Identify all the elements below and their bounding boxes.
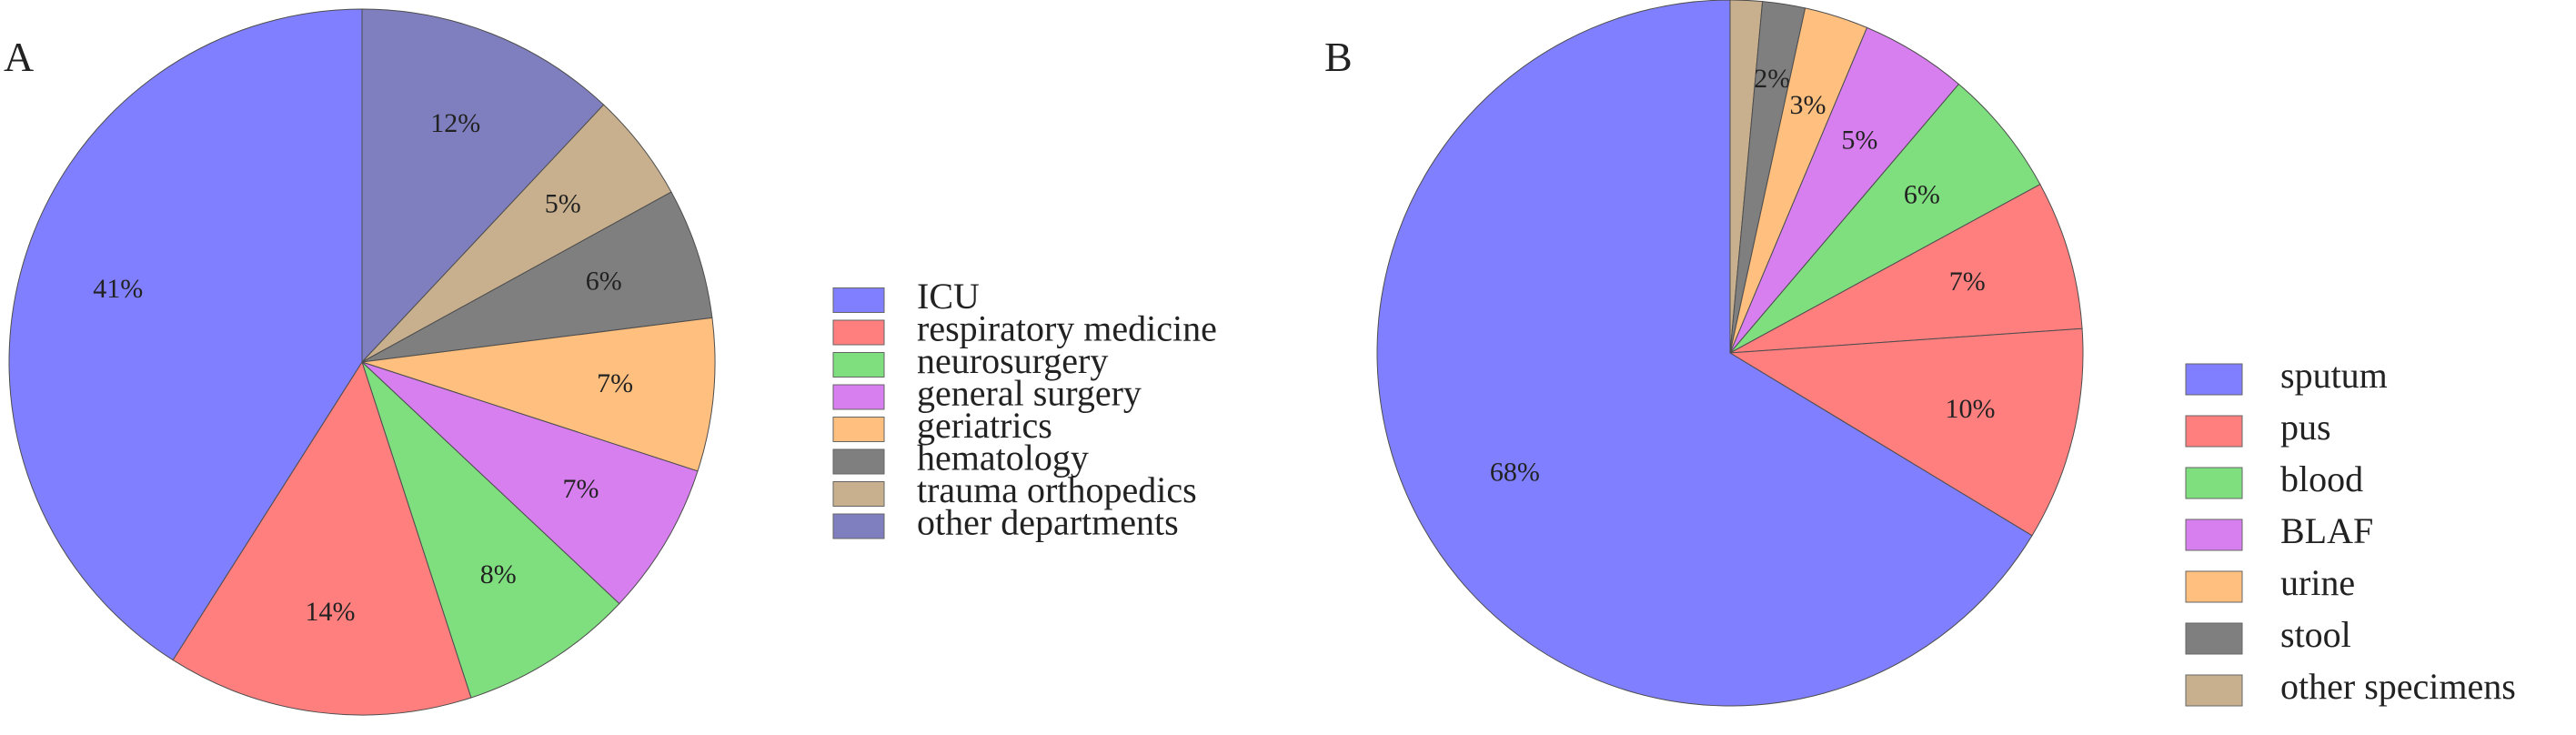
legend-label-trauma-orthopedics: trauma orthopedics bbox=[917, 469, 1197, 510]
slice-percent-label: 6% bbox=[1904, 180, 1940, 210]
legend-swatch-geriatrics bbox=[832, 417, 885, 442]
legend-swatch-other-departments bbox=[832, 513, 885, 539]
slice-percent-label: 7% bbox=[563, 474, 599, 504]
slice-percent-label: 6% bbox=[586, 267, 622, 297]
legend-label-urine: urine bbox=[2280, 562, 2355, 603]
pie-slice-sputum bbox=[1376, 0, 2033, 707]
legend-label-hematology: hematology bbox=[917, 438, 1089, 478]
slice-percent-label: 5% bbox=[545, 189, 581, 219]
slice-percent-label: 7% bbox=[1949, 267, 1986, 297]
slice-percent-label: 5% bbox=[1841, 126, 1877, 156]
legend-swatch-sputum bbox=[2185, 363, 2243, 396]
legend-label-pus: pus bbox=[2280, 407, 2331, 448]
slice-percent-label: 68% bbox=[1490, 457, 1540, 487]
pie-slice-icu bbox=[8, 8, 363, 661]
legend-swatch-trauma-orthopedics bbox=[832, 481, 885, 507]
legend-swatch-stool bbox=[2185, 622, 2243, 655]
legend-label-geriatrics: geriatrics bbox=[917, 405, 1052, 446]
slice-percent-label: 2% bbox=[1754, 64, 1790, 94]
legend-label-general-surgery: general surgery bbox=[917, 373, 1142, 414]
panel-label: B bbox=[1324, 34, 1353, 80]
slice-percent-label: 8% bbox=[480, 559, 517, 589]
pie-slice-unlabeled-6 bbox=[1728, 327, 2084, 537]
slice-percent-label: 14% bbox=[306, 597, 356, 627]
pie-slice-geriatrics bbox=[361, 317, 716, 472]
legend-label-blood: blood bbox=[2280, 458, 2363, 499]
pie-slice-blood bbox=[1729, 83, 2041, 354]
legend-swatch-respiratory-medicine bbox=[832, 319, 885, 346]
slice-percent-label: 12% bbox=[430, 108, 480, 138]
slice-percent-label: 41% bbox=[93, 274, 143, 304]
legend-label-stool: stool bbox=[2280, 614, 2351, 655]
slice-percent-label: 3% bbox=[1790, 90, 1826, 120]
legend-label-blaf: BLAF bbox=[2280, 510, 2373, 551]
slice-percent-label: 10% bbox=[1946, 394, 1996, 424]
legend-swatch-hematology bbox=[832, 448, 885, 475]
legend-swatch-icu bbox=[832, 287, 885, 313]
pie-chart-b: B 2%3% 5% 6% 7% 10% 68% sputum pus blood BLAF urine… bbox=[1324, 0, 2516, 707]
pie-slice-hematology bbox=[361, 191, 713, 363]
legend-swatch-general-surgery bbox=[832, 384, 885, 410]
pie-slice-other-departments bbox=[361, 8, 605, 364]
legend-label-other-specimens: other specimens bbox=[2280, 666, 2516, 707]
legend-swatch-neurosurgery bbox=[832, 352, 885, 378]
legend-label-respiratory-medicine: respiratory medicine bbox=[917, 308, 1217, 349]
legend-label-icu: ICU bbox=[917, 276, 980, 317]
legend-swatch-pus bbox=[2185, 415, 2243, 448]
pie-slice-neurosurgery bbox=[361, 361, 620, 699]
legend-label-neurosurgery: neurosurgery bbox=[917, 340, 1108, 381]
legend-swatch-blood bbox=[2185, 467, 2243, 499]
pie-slice-general-surgery bbox=[361, 361, 699, 605]
legend-swatch-urine bbox=[2185, 570, 2243, 603]
legend-swatch-blaf bbox=[2185, 519, 2243, 551]
legend-label-other-departments: other departments bbox=[917, 502, 1179, 543]
pie-slice-pus bbox=[1729, 183, 2083, 354]
legend-swatch-other-specimens bbox=[2185, 674, 2243, 707]
panel-label: A bbox=[4, 34, 34, 80]
slice-percent-label: 7% bbox=[597, 368, 633, 398]
legend-label-sputum: sputum bbox=[2280, 355, 2388, 396]
pie-slice-respiratory-medicine bbox=[172, 360, 472, 716]
